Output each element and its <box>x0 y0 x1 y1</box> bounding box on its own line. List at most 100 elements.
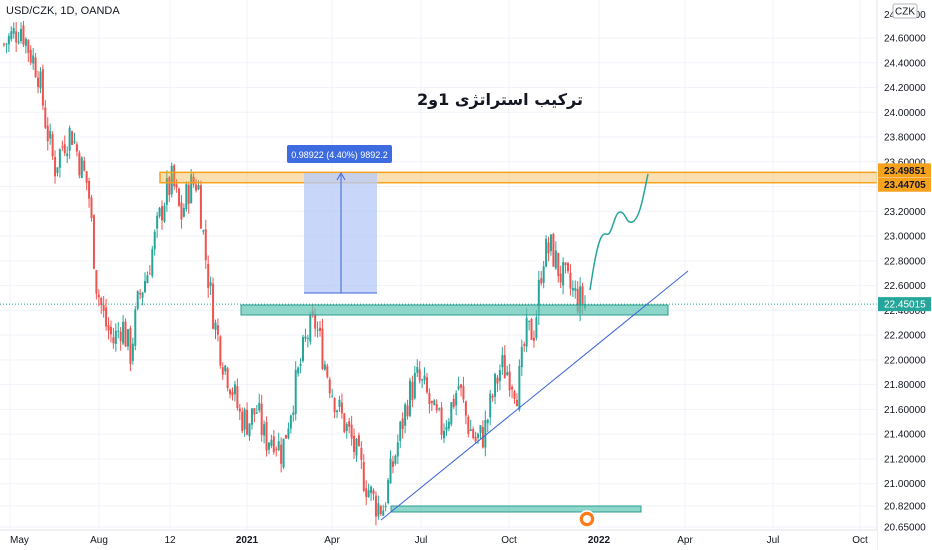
candle-body <box>265 422 268 451</box>
candle-body <box>255 412 258 414</box>
candle-body <box>277 441 280 451</box>
candle-body <box>566 263 569 272</box>
symbol-header: USD/CZK, 1D, OANDA <box>6 5 120 17</box>
candle-body <box>525 317 528 347</box>
candle-body <box>537 279 540 316</box>
candle-body <box>209 282 212 287</box>
price-tick-label: 22.80000 <box>884 256 926 267</box>
candle-body <box>32 55 35 64</box>
candle-body <box>443 430 446 439</box>
candle-body <box>199 185 202 229</box>
price-tick-label: 23.20000 <box>884 207 926 218</box>
candle-body <box>56 167 59 173</box>
price-badge-label: 23.49851 <box>884 166 926 177</box>
candle-body <box>399 421 402 441</box>
candle-body <box>229 389 232 395</box>
candle-body <box>486 419 489 424</box>
candle-body <box>294 369 297 414</box>
candle-body <box>238 408 241 412</box>
candle-body <box>141 292 144 298</box>
candle-body <box>63 144 66 154</box>
price-tick-label: 20.65000 <box>884 523 926 534</box>
candle-body <box>105 307 108 327</box>
candle-body <box>272 436 275 453</box>
candle-body <box>39 71 42 89</box>
price-tick-label: 22.40000 <box>884 306 926 317</box>
candle-body <box>282 438 285 468</box>
resistance-zone[interactable] <box>159 171 878 184</box>
price-badge[interactable] <box>878 177 931 192</box>
projection-path[interactable] <box>589 173 649 291</box>
candle-body <box>498 370 501 382</box>
candle-body <box>350 424 353 439</box>
candle-body <box>280 444 283 464</box>
candle-body <box>83 160 86 171</box>
support-zone-bottom[interactable] <box>390 505 642 513</box>
candle-body <box>275 448 278 450</box>
candle-body <box>29 49 32 63</box>
candle-body <box>389 458 392 484</box>
candle-body <box>496 377 499 384</box>
candle-body <box>321 328 324 370</box>
candle-body <box>284 434 287 439</box>
annotation-title[interactable]: ترکیب استراتژی 1و2 <box>417 90 583 109</box>
candle-body <box>117 330 120 332</box>
candle-body <box>523 344 526 346</box>
candle-body <box>360 447 363 460</box>
candle-body <box>90 197 93 218</box>
candle-body <box>173 165 176 187</box>
candle-body <box>148 273 151 275</box>
candle-body <box>3 43 5 45</box>
candle-body <box>326 366 329 378</box>
candle-body <box>212 283 215 329</box>
candle-body <box>287 428 290 439</box>
flag-event-icon[interactable] <box>578 510 596 528</box>
candle-body <box>156 215 159 229</box>
candle-body <box>474 436 477 442</box>
time-tick-label: Oct <box>501 535 517 546</box>
candle-body <box>416 367 419 373</box>
event-circle-inner <box>583 515 591 523</box>
candle-body <box>41 69 44 106</box>
candle-body <box>503 354 506 379</box>
price-badge[interactable] <box>878 297 931 312</box>
candle-body <box>542 266 545 283</box>
candle-body <box>549 234 552 252</box>
price-tick-label: 21.40000 <box>884 430 926 441</box>
candle-body <box>377 503 380 517</box>
time-axis[interactable]: May Aug 12 2021 Apr Jul Oct 2022 Apr Jul Oct <box>0 529 877 550</box>
support-zone[interactable] <box>240 304 669 316</box>
candle-body <box>180 202 183 220</box>
candle-body <box>511 386 514 390</box>
time-tick-label: Oct <box>852 535 868 546</box>
price-tick-label: 20.82000 <box>884 501 926 512</box>
candle-body <box>433 400 436 406</box>
candle-body <box>197 185 200 190</box>
candle-body <box>22 25 25 45</box>
candle-body <box>168 177 171 195</box>
price-tick-label: 21.80000 <box>884 380 926 391</box>
candle-body <box>394 455 397 464</box>
measure-label-bg <box>287 145 392 163</box>
candle-body <box>530 318 533 340</box>
currency-badge[interactable] <box>892 3 918 19</box>
trendline[interactable] <box>380 270 689 521</box>
candle-body <box>267 442 270 450</box>
candle-body <box>163 205 166 222</box>
price-badge[interactable] <box>878 163 931 178</box>
time-axis-bg <box>0 530 877 550</box>
candle-body <box>17 41 20 43</box>
price-axis[interactable]: 24.8000024.6000024.4000024.2000024.00000… <box>876 0 932 550</box>
candle-body <box>581 286 584 306</box>
candle-body <box>491 395 494 398</box>
candle-body <box>362 462 365 491</box>
candlestick-series <box>3 20 586 526</box>
price-tick-label: 22.60000 <box>884 281 926 292</box>
candle-body <box>66 153 69 157</box>
candle-body <box>20 28 23 42</box>
candle-body <box>202 230 205 232</box>
drawings-layer[interactable]: 0.98922 (4.40%) 9892.2 <box>0 145 878 528</box>
candle-body <box>37 77 40 87</box>
